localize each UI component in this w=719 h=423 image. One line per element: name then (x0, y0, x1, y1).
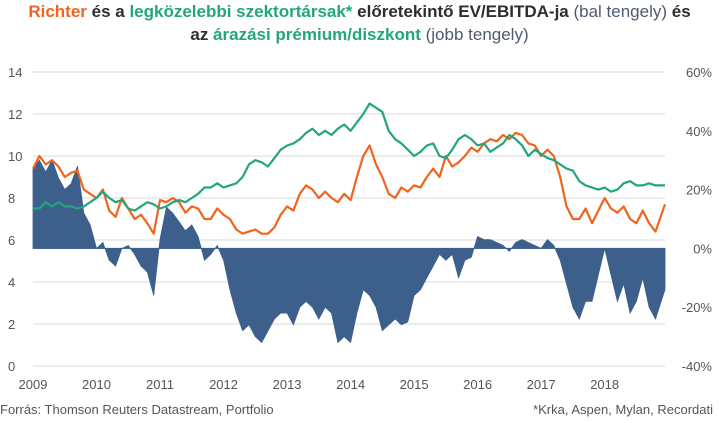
left-tick-label: 2 (8, 317, 15, 332)
x-axis-ticks: 2009 2010 2011 2012 2013 2014 2015 2016 2017 2018 (19, 377, 620, 392)
x-tick-label: 2011 (146, 377, 174, 392)
title-line2-segment-2: (jobb tengely) (420, 25, 529, 44)
x-tick-label: 2014 (336, 377, 365, 392)
footnote: *Krka, Aspen, Mylan, Recordati (533, 402, 713, 417)
right-tick-label: -40% (682, 359, 713, 374)
chart-title: Richter és a legközelebbi szektortársak*… (0, 0, 719, 46)
right-axis-ticks: 60% 40% 20% 0% -20% -40% (682, 65, 713, 374)
left-tick-label: 14 (8, 65, 22, 80)
x-tick-label: 2017 (527, 377, 556, 392)
left-tick-label: 10 (8, 149, 22, 164)
title-line1-segment-2: legközelebbi szektortársak* (129, 2, 353, 21)
title-line1-segment-1: és a (86, 2, 130, 21)
series-premium (32, 159, 666, 344)
left-tick-label: 4 (8, 275, 15, 290)
left-tick-label: 0 (8, 359, 15, 374)
x-tick-label: 2012 (209, 377, 238, 392)
x-tick-label: 2010 (82, 377, 111, 392)
title-line1-segment-5: és (667, 2, 691, 21)
left-tick-label: 12 (8, 107, 22, 122)
series-peers (33, 102, 665, 212)
right-tick-label: -20% (682, 300, 713, 315)
right-tick-label: 20% (686, 183, 712, 198)
left-axis-ticks: 0 2 4 6 8 10 12 14 (8, 65, 22, 374)
title-line1-segment-0: Richter (28, 2, 87, 21)
chart-title-line-2: az árazási prémium/diszkont (jobb tengel… (0, 23, 719, 46)
chart-title-line-1: Richter és a legközelebbi szektortársak*… (0, 0, 719, 23)
right-tick-label: 40% (686, 124, 712, 139)
title-line1-segment-3: előretekintő EV/EBITDA-ja (352, 2, 574, 21)
left-tick-label: 6 (8, 233, 15, 248)
x-tick-label: 2013 (273, 377, 302, 392)
x-tick-label: 2009 (19, 377, 48, 392)
title-line2-segment-0: az (190, 25, 214, 44)
title-line1-segment-4: (bal tengely) (573, 2, 668, 21)
right-tick-label: 0% (693, 241, 712, 256)
line-series (32, 102, 667, 235)
x-tick-label: 2016 (463, 377, 492, 392)
premium-area-series (32, 159, 666, 344)
title-line2-segment-1: árazási prémium/diszkont (213, 25, 421, 44)
left-tick-label: 8 (8, 191, 15, 206)
source-note: Forrás: Thomson Reuters Datastream, Port… (0, 402, 274, 417)
x-tick-label: 2015 (400, 377, 429, 392)
x-tick-label: 2018 (590, 377, 619, 392)
right-tick-label: 60% (686, 65, 712, 80)
series-richter (32, 131, 667, 235)
